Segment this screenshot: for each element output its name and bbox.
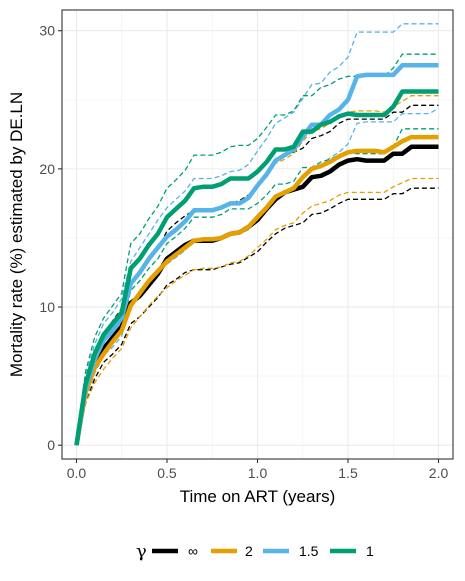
x-tick-label: 0.0 xyxy=(67,465,87,481)
series-estimate-line xyxy=(74,134,439,446)
x-tick-label: 1.5 xyxy=(338,465,358,481)
legend: γ ∞ 2 1.5 1 xyxy=(136,541,374,562)
legend-label: 1.5 xyxy=(299,543,319,559)
series-lower-bound-line xyxy=(75,187,439,446)
plot-panel xyxy=(62,10,453,459)
x-tick-label: 2.0 xyxy=(429,465,449,481)
series-estimate-line xyxy=(74,89,439,446)
legend-label: ∞ xyxy=(188,543,198,559)
axes: 0.0 0.5 1.0 1.5 2.0 0 10 20 30 xyxy=(39,23,448,481)
y-tick-label: 0 xyxy=(47,437,55,453)
y-tick-label: 30 xyxy=(39,23,55,39)
legend-label: 2 xyxy=(245,543,253,559)
series-lower-bound-line xyxy=(75,128,439,446)
series-layer xyxy=(74,23,439,446)
series-estimate-line xyxy=(74,63,439,446)
y-tick-label: 10 xyxy=(39,299,55,315)
x-axis-title: Time on ART (years) xyxy=(180,487,336,506)
legend-label: 1 xyxy=(366,543,374,559)
series-lower-bound-line xyxy=(75,177,439,446)
series-upper-bound-line xyxy=(75,23,439,446)
y-axis-title: Mortality rate (%) estimated by DE.LN xyxy=(7,92,26,377)
x-tick-label: 0.5 xyxy=(157,465,177,481)
series-upper-bound-line xyxy=(75,104,439,446)
legend-title: γ xyxy=(136,541,147,562)
y-tick-label: 20 xyxy=(39,161,55,177)
x-tick-label: 1.0 xyxy=(248,465,268,481)
